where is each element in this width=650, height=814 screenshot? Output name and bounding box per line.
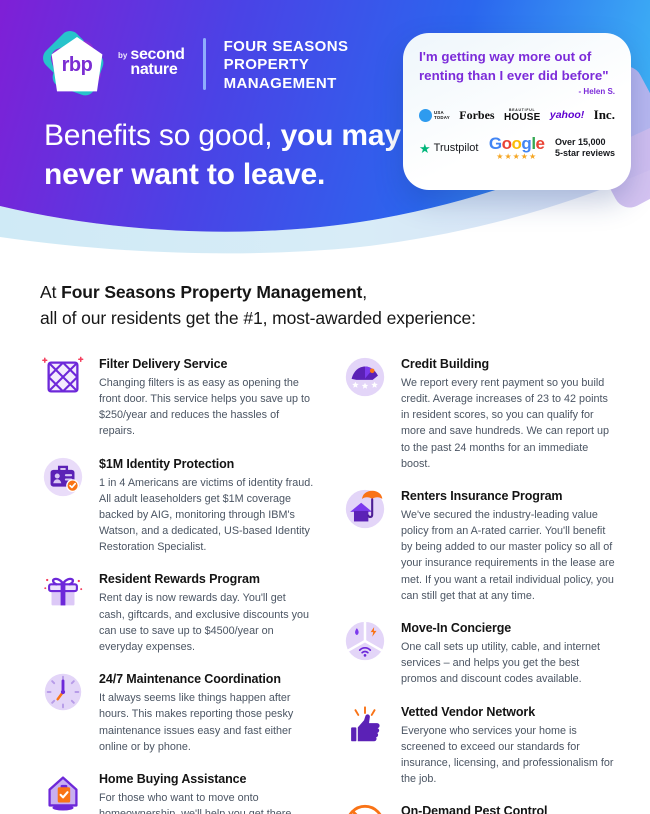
intro-text: At Four Seasons Property Management, all… — [40, 280, 650, 332]
benefit-item: Vetted Vendor Network Everyone who servic… — [342, 702, 616, 788]
google-stars-icon: ★★★★★ — [496, 152, 538, 162]
brand-row: rbp by second nature FOUR SEASONS PROPER… — [38, 26, 349, 99]
reviews-line: Over 15,000 — [554, 137, 606, 148]
rbp-logo: rbp — [38, 26, 108, 99]
usa-today-line: TODAY — [434, 115, 450, 121]
forbes-logo: Forbes — [459, 107, 495, 122]
benefits-column-right: Credit Building We report every rent paym… — [342, 354, 616, 814]
benefit-description: It always seems like things happen after… — [99, 692, 294, 753]
benefit-description: Changing filters is as easy as opening t… — [99, 376, 311, 438]
header: rbp by second nature FOUR SEASONS PROPER… — [0, 0, 650, 260]
benefit-item: Filter Delivery Service Changing filters … — [40, 354, 314, 440]
benefit-description: 1 in 4 Americans are victims of identity… — [99, 476, 314, 554]
intro-company: Four Seasons Property Management — [61, 282, 363, 302]
reviews-count: Over 15,000 5-star reviews — [555, 137, 615, 159]
brand-word-second: second — [130, 46, 185, 63]
benefit-item: Move-In Concierge One call sets up utilit… — [342, 618, 616, 688]
concierge-icon — [342, 618, 388, 664]
headline: Benefits so good, you may never want to … — [44, 116, 454, 194]
benefit-item: Renters Insurance Program We've secured t… — [342, 486, 616, 604]
brand-word-nature: nature — [130, 60, 178, 78]
usa-today-logo: USA TODAY — [419, 108, 450, 122]
benefit-title: Move-In Concierge — [401, 621, 512, 636]
benefit-item: Home Buying Assistance For those who want… — [40, 769, 314, 814]
benefit-description: Everyone who services your home is scree… — [401, 724, 614, 786]
rbp-logo-text: rbp — [61, 53, 93, 76]
benefits-columns: Filter Delivery Service Changing filters … — [0, 354, 650, 814]
credit-icon — [342, 354, 388, 400]
maintenance-icon — [40, 669, 86, 715]
google-letter: g — [521, 134, 532, 154]
benefit-title: Home Buying Assistance — [99, 771, 247, 786]
benefit-description: One call sets up utility, cable, and int… — [401, 641, 601, 686]
trustpilot-logo: ★ Trustpilot — [419, 142, 478, 155]
house-beautiful-top: BEAUTIFUL — [509, 107, 536, 112]
benefit-item: On-Demand Pest ControlPest Assurance, po… — [342, 801, 616, 814]
headline-regular: Benefits so good, — [44, 119, 281, 152]
google-letter: l — [531, 134, 536, 154]
second-nature-logo: by second nature — [118, 46, 185, 78]
reviews-line: 5-star reviews — [554, 148, 615, 159]
benefit-title: On-Demand Pest Control — [401, 804, 548, 814]
trustpilot-label: Trustpilot — [433, 142, 479, 155]
google-letter: e — [535, 134, 545, 154]
usa-today-text: USA TODAY — [434, 110, 450, 120]
benefit-description: We've secured the industry-leading value… — [401, 508, 615, 602]
benefit-title: Vetted Vendor Network — [401, 704, 536, 719]
benefit-item: Credit Building We report every rent paym… — [342, 354, 616, 472]
benefit-description: For those who want to move onto homeowne… — [99, 791, 294, 814]
yahoo-logo: yahoo! — [549, 109, 585, 122]
benefit-title: Credit Building — [401, 356, 490, 371]
benefit-item: 24/7 Maintenance Coordination It always s… — [40, 669, 314, 755]
intro-line2: all of our residents get the #1, most-aw… — [40, 307, 476, 328]
company-line: MANAGEMENT — [223, 74, 337, 92]
benefit-title: Filter Delivery Service — [99, 356, 228, 371]
benefit-title: Resident Rewards Program — [99, 572, 260, 587]
intro-comma: , — [362, 282, 368, 302]
testimonial-quote: I'm getting way more out of renting than… — [419, 49, 609, 83]
testimonial-attribution: - Helen S. — [578, 87, 615, 97]
testimonial-card: I'm getting way more out of renting than… — [403, 33, 631, 190]
google-logo: Google ★★★★★ — [489, 135, 545, 161]
headline-bold: you may never want to leave. — [44, 119, 401, 191]
identity-icon — [40, 454, 86, 500]
press-logos-row: USA TODAY Forbes BEAUTIFUL HOUSE yahoo! … — [419, 107, 615, 123]
insurance-icon — [342, 486, 388, 532]
benefit-description: Rent day is now rewards day. You'll get … — [99, 592, 310, 654]
google-letter: o — [511, 134, 522, 154]
google-wordmark: Google — [489, 135, 545, 152]
benefit-title: $1M Identity Protection — [99, 456, 235, 471]
google-letter: o — [501, 134, 512, 154]
usa-today-circle-icon — [419, 108, 432, 122]
inc-logo: Inc. — [593, 107, 615, 123]
trust-row: ★ Trustpilot Google ★★★★★ Over 15,000 5-… — [419, 135, 615, 161]
by-label: by — [118, 51, 128, 60]
benefit-item: $1M Identity Protection 1 in 4 Americans … — [40, 454, 314, 556]
rewards-icon — [40, 569, 86, 615]
filter-icon — [40, 354, 86, 400]
benefit-description: We report every rent payment so you buil… — [401, 376, 610, 470]
google-letter: G — [488, 134, 502, 154]
vendor-icon — [342, 702, 388, 748]
second-nature-wordmark: second nature — [130, 46, 185, 78]
benefit-title: Renters Insurance Program — [401, 488, 563, 503]
usa-today-line: USA — [434, 110, 444, 116]
intro-prefix: At — [40, 282, 62, 302]
company-line: PROPERTY — [223, 56, 310, 74]
intro-line1: At Four Seasons Property Management, — [40, 280, 650, 306]
divider — [202, 38, 206, 90]
home-buying-icon — [40, 769, 86, 814]
house-beautiful-logo: BEAUTIFUL HOUSE — [504, 108, 541, 123]
trustpilot-star-icon: ★ — [419, 140, 431, 156]
company-name: FOUR SEASONS PROPERTY MANAGEMENT — [224, 38, 349, 93]
company-line: FOUR SEASONS — [223, 38, 349, 55]
benefits-column-left: Filter Delivery Service Changing filters … — [40, 354, 314, 814]
benefit-title: 24/7 Maintenance Coordination — [99, 672, 281, 687]
house-beautiful-main: HOUSE — [503, 111, 541, 123]
benefit-item: Resident Rewards Program Rent day is now … — [40, 569, 314, 655]
pest-icon — [342, 801, 388, 814]
